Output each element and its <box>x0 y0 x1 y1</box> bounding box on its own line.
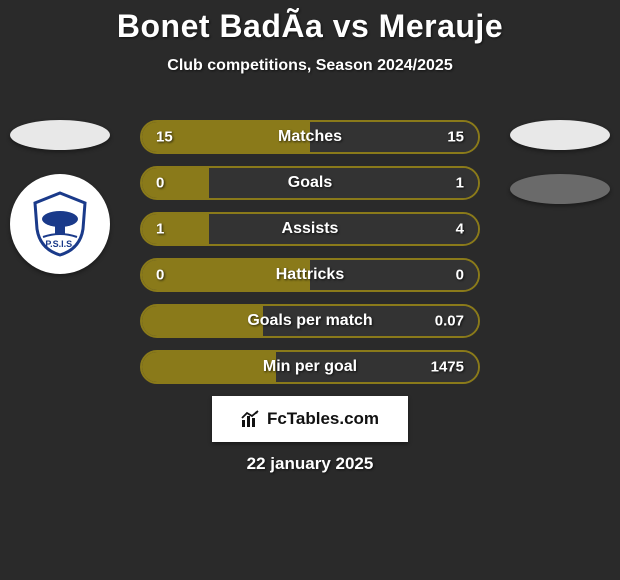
date-text: 22 january 2025 <box>0 454 620 474</box>
right-player-column <box>500 120 620 204</box>
left-player-column: P.S.I.S. <box>0 120 120 274</box>
stat-bar: 00Hattricks <box>140 258 480 292</box>
page-title: Bonet BadÃ­a vs Merauje <box>0 0 620 45</box>
comparison-bars: 1515Matches 01Goals 14Assists 00Hattricks 0.… <box>140 120 480 384</box>
stat-label: Min per goal <box>142 358 478 376</box>
stat-bar: 14Assists <box>140 212 480 246</box>
stat-label: Matches <box>142 128 478 146</box>
stat-label: Hattricks <box>142 266 478 284</box>
club-crest-icon: P.S.I.S. <box>25 189 95 259</box>
stat-label: Goals <box>142 174 478 192</box>
page-subtitle: Club competitions, Season 2024/2025 <box>0 57 620 75</box>
left-player-ellipse <box>10 120 110 150</box>
svg-text:P.S.I.S.: P.S.I.S. <box>45 239 74 249</box>
stat-bar: 0.07Goals per match <box>140 304 480 338</box>
stat-bar: 1475Min per goal <box>140 350 480 384</box>
footer-logo-text: FcTables.com <box>267 409 379 429</box>
stat-bar: 01Goals <box>140 166 480 200</box>
left-club-badge: P.S.I.S. <box>10 174 110 274</box>
stat-label: Assists <box>142 220 478 238</box>
right-player-ellipse-1 <box>510 120 610 150</box>
right-player-ellipse-2 <box>510 174 610 204</box>
footer-logo: FcTables.com <box>212 396 408 442</box>
stat-bar: 1515Matches <box>140 120 480 154</box>
stat-label: Goals per match <box>142 312 478 330</box>
chart-icon <box>241 410 263 428</box>
